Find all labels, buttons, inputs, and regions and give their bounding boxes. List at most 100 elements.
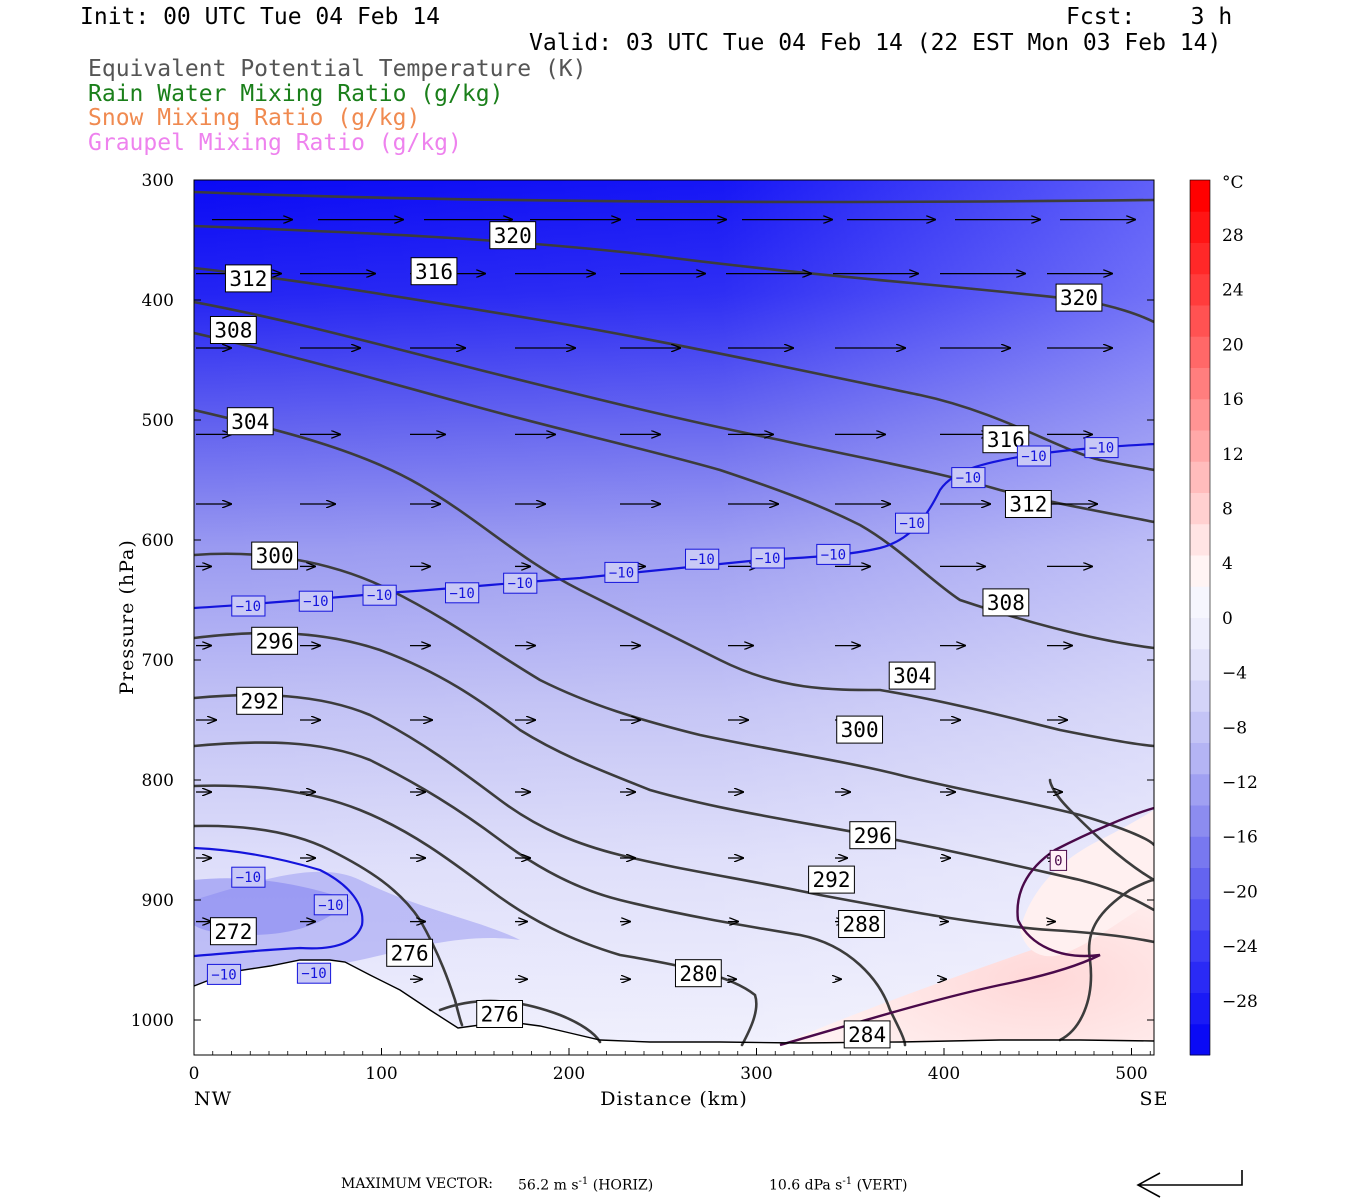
svg-text:272: 272: [214, 920, 252, 944]
theta-e-contour-label: 272: [209, 917, 257, 946]
svg-text:0: 0: [1054, 853, 1062, 869]
svg-text:276: 276: [391, 941, 429, 965]
init-time: Init: 00 UTC Tue 04 Feb 14: [80, 4, 441, 30]
y-axis-title: Pressure (hPa): [116, 539, 138, 695]
colorbar-label: 16: [1222, 390, 1244, 410]
x-tick-label: 300: [740, 1064, 772, 1084]
svg-text:−10: −10: [449, 586, 474, 602]
temperature-contour-label: −10: [298, 590, 333, 612]
svg-text:−10: −10: [236, 870, 261, 886]
colorbar-swatch: [1190, 898, 1210, 931]
temperature-contour-label: −10: [206, 963, 242, 985]
max-vector-horizontal: 56.2 m s-1 (HORIZ): [518, 1176, 654, 1194]
svg-text:300: 300: [841, 718, 879, 742]
forecast-hour: Fcst: 3 h: [1066, 4, 1233, 30]
svg-text:284: 284: [848, 1023, 886, 1047]
colorbar-swatch: [1190, 711, 1210, 743]
colorbar-swatch: [1190, 773, 1210, 806]
svg-text:−10: −10: [609, 565, 634, 581]
svg-text:−10: −10: [367, 588, 392, 604]
terrain-mask: [194, 960, 1154, 1055]
x-axis-right-direction: SE: [1140, 1088, 1169, 1110]
svg-text:292: 292: [813, 868, 851, 892]
y-tick-label: 400: [142, 291, 174, 311]
colorbar-swatch: [1190, 367, 1210, 400]
colorbar-swatch: [1190, 586, 1210, 618]
x-tick-label: 200: [553, 1064, 585, 1084]
theta-e-contour-label: 276: [476, 1000, 524, 1028]
theta-e-contour-label: 296: [251, 626, 299, 655]
svg-text:320: 320: [494, 224, 532, 248]
svg-text:−10: −10: [956, 471, 981, 487]
temperature-contour-label: −10: [685, 548, 720, 570]
x-tick-label: 500: [1115, 1064, 1147, 1084]
x-tick-label: 400: [928, 1064, 960, 1084]
zero-contour-label: 0: [1049, 849, 1068, 871]
theta-e-contour-label: 292: [236, 686, 284, 715]
x-axis-title: Distance (km): [600, 1088, 748, 1110]
colorbar-swatch: [1190, 398, 1210, 431]
colorbar-swatch: [1190, 992, 1210, 1025]
temperature-contour-label: −10: [362, 584, 397, 606]
theta-e-contour-label: 312: [224, 264, 272, 293]
colorbar-label: −28: [1222, 992, 1258, 1012]
svg-text:312: 312: [1009, 493, 1047, 517]
plot-frame: [193, 179, 1155, 1056]
colorbar-swatch: [1190, 555, 1210, 587]
colorbar-swatch: [1190, 930, 1210, 962]
colorbar-label: 20: [1222, 335, 1244, 355]
y-tick-label: 800: [142, 771, 174, 791]
wind-vectors: [196, 220, 1135, 980]
temperature-contour-label: −10: [313, 894, 348, 916]
colorbar-label: −8: [1222, 718, 1247, 738]
legend-rain: Rain Water Mixing Ratio (g/kg): [88, 81, 504, 107]
theta-e-contour-label: 320: [489, 221, 537, 250]
temperature-contour-label: −10: [750, 547, 785, 569]
svg-text:304: 304: [231, 410, 269, 434]
temperature-contour-label: −10: [1084, 437, 1119, 459]
theta-e-contour-label: 316: [410, 257, 458, 286]
svg-text:−10: −10: [821, 547, 846, 563]
x-tick-label: 100: [365, 1064, 397, 1084]
y-tick-label: 900: [142, 891, 174, 911]
temperature-contour-label: −10: [951, 467, 986, 489]
temperature-contour-label: −10: [895, 512, 930, 534]
temperature-contour-label: −10: [1016, 445, 1052, 467]
colorbar-label: 28: [1222, 226, 1244, 246]
theta-e-contour-label: 304: [226, 407, 274, 436]
svg-text:−10: −10: [899, 516, 924, 532]
svg-text:−10: −10: [1089, 441, 1114, 457]
colorbar-swatch: [1190, 273, 1210, 306]
colorbar-label: −16: [1222, 828, 1258, 848]
svg-text:−10: −10: [755, 551, 780, 567]
svg-text:296: 296: [854, 824, 892, 848]
colorbar-label: 8: [1222, 500, 1233, 520]
colorbar-frame: [1189, 179, 1211, 1056]
colorbar-swatch: [1190, 617, 1210, 650]
svg-text:308: 308: [214, 319, 252, 343]
colorbar-swatch: [1190, 305, 1210, 337]
colorbar-swatch: [1190, 805, 1210, 837]
colorbar-label: 0: [1222, 609, 1233, 629]
temperature-contour-label: −10: [604, 561, 639, 583]
warm-region-shading: [780, 880, 1154, 1045]
colorbar-unit: °C: [1222, 173, 1244, 193]
svg-text:−10: −10: [301, 966, 326, 982]
theta-e-contour-label: 320: [1055, 283, 1103, 312]
svg-text:−10: −10: [211, 967, 236, 983]
reference-vector-icon: [1136, 1170, 1243, 1198]
svg-text:−10: −10: [303, 594, 328, 610]
svg-text:292: 292: [241, 689, 279, 713]
svg-text:300: 300: [256, 544, 294, 568]
colorbar-label: 4: [1222, 554, 1233, 574]
colorbar-swatch: [1190, 836, 1210, 868]
colorbar-swatch: [1190, 1023, 1210, 1056]
colorbar-swatch: [1190, 680, 1210, 712]
colorbar-swatch: [1190, 461, 1210, 493]
x-axis-left-direction: NW: [194, 1088, 232, 1110]
theta-e-contour-label: 276: [386, 938, 434, 967]
max-vector-label: MAXIMUM VECTOR:: [341, 1176, 493, 1192]
svg-text:280: 280: [679, 962, 717, 986]
colorbar-swatch: [1190, 648, 1210, 681]
temperature-contour-label: −10: [296, 962, 332, 984]
